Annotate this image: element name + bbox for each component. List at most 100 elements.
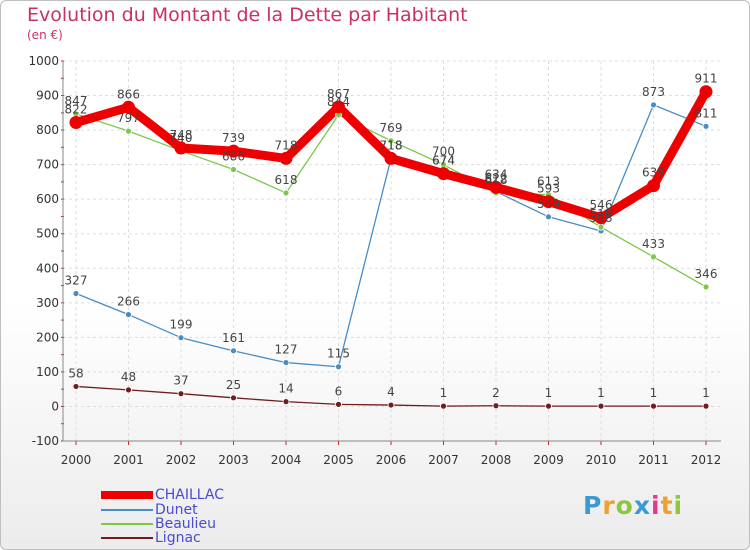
data-label-lignac: 6 [335,384,343,398]
data-label-lignac: 37 [173,374,188,388]
data-label-chaillac: 748 [170,128,193,142]
data-label-beaulieu: 769 [380,121,403,135]
legend-label-beaulieu: Beaulieu [155,516,216,532]
data-point-dunet [702,122,710,130]
data-point-beaulieu [650,253,657,261]
logo-letter: i [673,491,684,520]
data-point-beaulieu [702,283,710,291]
data-point-chaillac [647,179,660,193]
data-label-beaulieu: 686 [222,149,245,163]
y-tick-label: 900 [36,89,59,103]
x-tick-label: 2005 [323,453,354,467]
y-tick-label: 300 [36,296,59,310]
data-point-dunet [72,290,80,297]
data-point-dunet [545,213,552,221]
plot-area [63,61,721,441]
x-tick-label: 2003 [218,453,249,467]
data-label-chaillac: 674 [432,154,455,168]
data-label-lignac: 1 [597,386,605,400]
legend-swatch-chaillac [101,491,153,499]
legend-swatch-dunet [101,509,153,511]
data-point-lignac [440,402,447,410]
data-point-dunet [177,334,185,342]
data-label-beaulieu: 618 [485,173,508,187]
data-point-chaillac [384,151,398,165]
data-label-lignac: 25 [226,378,241,392]
x-tick-label: 2002 [166,453,197,467]
data-label-chaillac: 866 [117,87,140,101]
chart-title: Evolution du Montant de la Dette par Hab… [27,4,468,26]
x-tick-label: 2009 [533,453,564,467]
data-label-chaillac: 639 [642,166,665,180]
data-label-chaillac: 593 [537,182,560,196]
data-point-lignac [177,390,185,398]
data-point-lignac [650,402,657,410]
data-label-dunet: 161 [222,331,245,345]
logo-letter: i [651,491,661,520]
data-label-dunet: 718 [380,138,403,152]
y-tick-label: 500 [36,227,59,241]
y-tick-label: 200 [36,330,59,344]
data-point-lignac [125,386,132,394]
data-label-lignac: 4 [387,385,395,399]
data-point-chaillac [332,100,345,114]
data-label-dunet: 674 [432,154,455,168]
data-point-beaulieu [282,189,290,197]
legend-swatch-beaulieu [101,523,153,525]
data-point-lignac [597,402,605,410]
legend-item-lignac: Lignac [101,531,201,545]
legend-label-dunet: Dunet [155,502,198,518]
data-point-lignac [282,398,290,406]
logo-letter: P [583,491,603,520]
data-point-chaillac [699,85,713,99]
legend-swatch-lignac [101,537,153,539]
data-point-dunet [125,311,132,318]
y-tick-label: 700 [36,158,59,172]
data-point-lignac [387,401,395,409]
data-label-dunet: 873 [642,85,665,99]
data-label-chaillac: 546 [590,198,613,212]
data-label-chaillac: 718 [380,138,403,152]
data-point-chaillac [594,211,608,225]
data-label-lignac: 14 [278,382,293,396]
data-point-dunet [282,359,290,366]
data-label-beaulieu: 346 [695,267,718,281]
data-point-chaillac [174,141,188,155]
y-tick-label: 800 [36,123,59,137]
data-point-beaulieu [230,166,237,173]
data-point-lignac [230,394,237,402]
data-label-beaulieu: 844 [327,95,350,109]
data-label-lignac: 1 [545,386,553,400]
x-tick-label: 2010 [586,453,617,467]
x-tick-label: 2001 [113,453,144,467]
data-label-beaulieu: 740 [170,131,193,145]
data-label-chaillac: 911 [695,72,718,86]
legend-label-lignac: Lignac [155,530,201,546]
y-tick-label: -100 [32,434,59,448]
data-point-lignac [702,402,710,410]
data-label-dunet: 549 [537,197,560,211]
data-label-lignac: 1 [440,386,448,400]
data-point-lignac [545,402,552,410]
logo-letter: t [660,491,674,520]
data-point-chaillac [279,151,293,165]
x-tick-label: 2012 [691,453,722,467]
data-point-lignac [492,402,500,410]
data-label-dunet: 115 [327,347,350,361]
data-point-chaillac [489,180,503,194]
legend-item-dunet: Dunet [101,503,198,517]
x-tick-label: 2000 [61,453,92,467]
data-label-dunet: 508 [590,211,613,225]
y-tick-label: 100 [36,365,59,379]
data-label-chaillac: 867 [327,87,350,101]
data-point-chaillac [227,144,240,158]
data-label-beaulieu: 700 [432,145,455,159]
data-label-dunet: 811 [695,106,718,120]
data-point-dunet [650,101,657,109]
data-label-dunet: 127 [275,343,298,357]
x-tick-label: 2007 [428,453,459,467]
data-label-beaulieu: 618 [275,173,298,187]
logo-letter: x [633,491,651,520]
data-point-chaillac [542,195,555,209]
